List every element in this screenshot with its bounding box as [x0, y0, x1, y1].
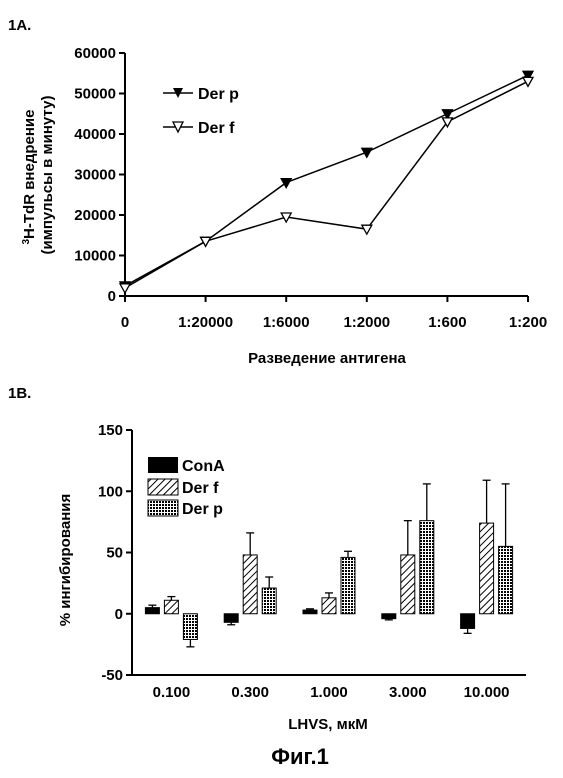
- chart-panel-a: 1A. 0 10000 20000 30000 40000 50000 60000 0 1:2…: [8, 17, 547, 367]
- bar-cona: [461, 614, 475, 629]
- y-axis-label-a-line2: (импульсы в минуту): [39, 96, 56, 255]
- series-line-der-p: [125, 75, 528, 286]
- x-tick-label-a: 1:20000: [178, 314, 233, 331]
- x-axis-label-a: Разведение антигена: [248, 350, 406, 367]
- x-tick-label-a: 1:2000: [343, 314, 390, 331]
- legend-label-cona: ConA: [182, 458, 225, 475]
- panel-label-b: 1B.: [8, 385, 31, 402]
- y-axis-label-a-line1: H-TdR внедрение: [21, 110, 38, 239]
- x-tick-label-a: 0: [121, 314, 129, 331]
- y-axis-label-b: % ингибирования: [57, 494, 74, 626]
- bar-cona: [382, 614, 396, 619]
- legend-label-der-p-b: Der p: [182, 501, 223, 518]
- y-ticks-b: -50 0 50 100 150: [98, 422, 132, 684]
- y-ticks-a: 0 10000 20000 30000 40000 50000 60000: [74, 45, 125, 305]
- y-axis-label-a: 3H-TdR внедрение (импульсы в минуту): [21, 96, 57, 255]
- legend-swatch-der-f: [148, 479, 178, 495]
- bar-der-p: [499, 546, 513, 613]
- data-point-der-f: [120, 284, 130, 293]
- y-tick-label-a: 20000: [74, 207, 116, 224]
- bar-der-f: [401, 555, 415, 614]
- bar-der-f: [322, 598, 336, 614]
- svg-text:3H-TdR внедрение: 3H-TdR внедрение: [21, 110, 39, 245]
- bar-der-f: [243, 555, 257, 614]
- y-tick-label-b: 50: [106, 545, 123, 562]
- y-tick-label-a: 40000: [74, 126, 116, 143]
- y-tick-label-a: 10000: [74, 248, 116, 265]
- data-point-der-f: [201, 237, 211, 246]
- bar-der-f: [480, 523, 494, 614]
- x-tick-label-b: 1.000: [310, 684, 348, 701]
- y-tick-label-a: 30000: [74, 167, 116, 184]
- bar-der-p: [341, 557, 355, 613]
- data-point-der-f: [362, 225, 372, 234]
- data-point-der-p: [281, 179, 291, 188]
- legend-label-der-f: Der f: [198, 120, 235, 137]
- x-ticks-b: 0.100 0.300 1.000 3.000 10.000: [153, 684, 510, 701]
- y-tick-label-b: 150: [98, 422, 123, 439]
- panel-label-a: 1A.: [8, 17, 31, 34]
- x-ticks-a: 0 1:20000 1:6000 1:2000 1:600 1:200: [121, 296, 547, 331]
- bar-der-f: [164, 600, 178, 613]
- legend-label-der-p: Der p: [198, 86, 239, 103]
- y-tick-label-b: -50: [101, 667, 123, 684]
- x-tick-label-a: 1:600: [428, 314, 466, 331]
- series-lines-a: [120, 71, 533, 293]
- x-tick-label-b: 10.000: [464, 684, 510, 701]
- chart-panel-b: 1B. -50 0 50 100 150 0.100 0.300 1.000 3.000 10.…: [8, 385, 526, 733]
- y-tick-label-a: 60000: [74, 45, 116, 62]
- series-line-der-f: [125, 81, 528, 288]
- x-tick-label-b: 3.000: [389, 684, 427, 701]
- x-tick-label-a: 1:6000: [263, 314, 310, 331]
- legend-b: ConA Der f Der p: [148, 457, 225, 518]
- bar-der-p: [262, 588, 276, 614]
- y-tick-label-b: 100: [98, 483, 123, 500]
- x-tick-label-b: 0.300: [231, 684, 269, 701]
- data-point-der-p: [362, 148, 372, 157]
- x-tick-label-a: 1:200: [509, 314, 547, 331]
- x-axis-label-b: LHVS, мкМ: [288, 716, 367, 733]
- y-tick-label-a: 50000: [74, 86, 116, 103]
- y-tick-label-b: 0: [115, 606, 123, 623]
- figure-caption: Фиг.1: [271, 744, 329, 769]
- data-point-der-f: [523, 77, 533, 86]
- bar-der-p: [183, 614, 197, 640]
- bar-cona: [224, 614, 238, 623]
- bar-der-p: [420, 521, 434, 614]
- bar-cona: [145, 608, 159, 614]
- bar-cona: [303, 610, 317, 614]
- x-tick-label-b: 0.100: [153, 684, 191, 701]
- legend-swatch-cona: [148, 457, 178, 473]
- legend-swatch-der-p: [148, 500, 178, 516]
- legend-label-der-f-b: Der f: [182, 480, 219, 497]
- y-tick-label-a: 0: [108, 288, 116, 305]
- legend-a: Der p Der f: [163, 86, 239, 137]
